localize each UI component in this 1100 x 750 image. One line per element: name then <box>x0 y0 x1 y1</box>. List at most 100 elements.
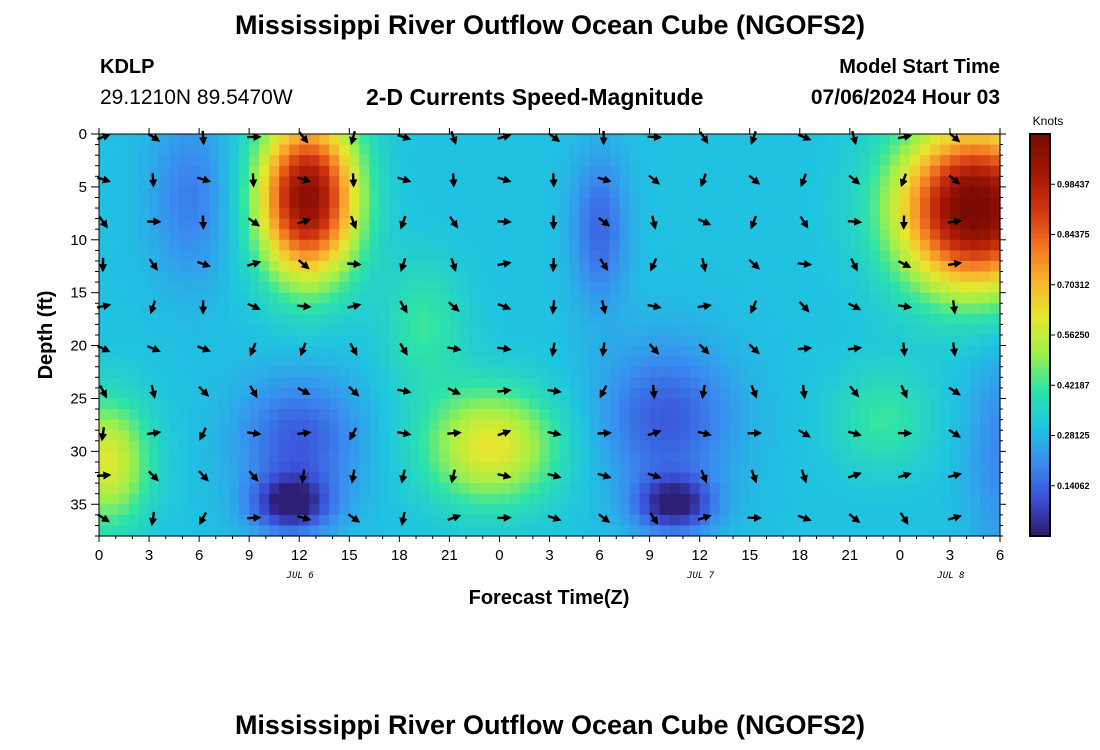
heatmap-cell <box>159 292 170 304</box>
heatmap-cell <box>279 197 290 209</box>
heatmap-cell <box>269 218 280 230</box>
heatmap-cell <box>679 409 691 421</box>
heatmap-cell <box>779 377 791 389</box>
heatmap-cell <box>589 144 601 156</box>
heatmap-cell <box>239 335 250 347</box>
heatmap-cell <box>789 356 801 368</box>
current-vector-arrow <box>297 387 311 395</box>
colorbar-swatch <box>1030 244 1050 249</box>
heatmap-cell <box>339 155 350 167</box>
heatmap-cell <box>759 303 771 315</box>
current-vector-arrow <box>649 258 658 272</box>
heatmap-cell <box>739 271 751 283</box>
heatmap-cell <box>419 155 430 167</box>
current-vector-arrow <box>199 511 207 526</box>
colorbar-swatch <box>1030 257 1050 262</box>
model-start-value: 07/06/2024 Hour 03 <box>810 86 1000 109</box>
heatmap-cell <box>929 493 941 505</box>
heatmap-cell <box>479 504 491 516</box>
heatmap-cell <box>819 493 831 505</box>
heatmap-cell <box>249 197 260 209</box>
heatmap-cell <box>529 419 541 431</box>
heatmap-cell <box>459 504 471 516</box>
heatmap-cell <box>189 239 200 251</box>
heatmap-cell <box>679 419 691 431</box>
heatmap-cell <box>259 144 270 156</box>
heatmap-cell <box>499 504 511 516</box>
heatmap-cell <box>99 366 110 378</box>
heatmap-cell <box>699 483 711 495</box>
heatmap-cell <box>669 155 681 167</box>
heatmap-cell <box>189 208 200 220</box>
heatmap-cell <box>99 165 110 177</box>
heatmap-cell <box>179 377 190 389</box>
heatmap-cell <box>989 134 1001 146</box>
heatmap-cell <box>609 366 621 378</box>
heatmap-cell <box>269 134 280 146</box>
heatmap-cell <box>419 260 430 273</box>
heatmap-cell <box>859 398 871 410</box>
heatmap-cell <box>279 155 290 167</box>
heatmap-cell <box>769 292 781 304</box>
heatmap-cell <box>459 176 471 188</box>
heatmap-cell <box>589 366 601 378</box>
current-vector-arrow <box>349 427 358 441</box>
heatmap-cell <box>769 229 781 241</box>
heatmap-cell <box>589 345 601 357</box>
heatmap-cell <box>419 409 430 421</box>
heatmap-cell <box>649 419 661 431</box>
heatmap-cell <box>689 229 701 241</box>
heatmap-cell <box>259 165 270 177</box>
heatmap-cell <box>739 292 751 304</box>
heatmap-cell <box>339 525 350 537</box>
heatmap-cell <box>369 514 380 527</box>
heatmap-cell <box>349 356 360 368</box>
heatmap-cell <box>339 483 350 495</box>
heatmap-cell <box>869 324 881 336</box>
heatmap-cell <box>139 472 150 484</box>
heatmap-cell <box>169 218 180 230</box>
heatmap-cell <box>269 483 280 495</box>
heatmap-cell <box>249 377 260 389</box>
heatmap-cell <box>359 260 370 273</box>
heatmap-cell <box>989 419 1001 431</box>
heatmap-cell <box>149 218 160 230</box>
heatmap-cell <box>479 335 491 347</box>
heatmap-cell <box>839 430 851 442</box>
heatmap-cell <box>129 335 140 347</box>
heatmap-cell <box>239 313 250 326</box>
heatmap-cell <box>149 504 160 516</box>
heatmap-cell <box>749 165 761 177</box>
current-vector-arrow <box>148 173 158 188</box>
heatmap-cell <box>469 197 481 209</box>
current-vector-arrow <box>749 215 758 230</box>
heatmap-cell <box>449 440 460 452</box>
heatmap-cell <box>699 292 711 304</box>
heatmap-cell <box>679 218 691 230</box>
heatmap-cell <box>109 335 120 347</box>
heatmap-cell <box>399 229 410 241</box>
colorbar-swatch <box>1030 211 1050 215</box>
heatmap-cell <box>429 144 440 156</box>
heatmap-cell <box>879 282 891 294</box>
heatmap-cell <box>859 483 871 495</box>
heatmap-cell <box>159 451 170 463</box>
heatmap-cell <box>479 229 491 241</box>
heatmap-cell <box>329 155 340 167</box>
heatmap-cell <box>659 144 671 156</box>
heatmap-cell <box>629 483 641 495</box>
heatmap-cell <box>389 250 400 262</box>
heatmap-cell <box>499 208 511 220</box>
heatmap-cell <box>649 229 661 241</box>
heatmap-cell <box>319 377 330 389</box>
heatmap-cell <box>579 345 591 357</box>
heatmap-cell <box>129 292 140 304</box>
heatmap-cell <box>619 514 631 527</box>
x-tick-label: 12 <box>291 547 308 564</box>
heatmap-cell <box>779 514 791 527</box>
heatmap-cell <box>219 260 230 273</box>
heatmap-cell <box>629 377 641 389</box>
heatmap-cell <box>479 324 491 336</box>
heatmap-cell <box>689 313 701 326</box>
heatmap-cell <box>679 313 691 326</box>
